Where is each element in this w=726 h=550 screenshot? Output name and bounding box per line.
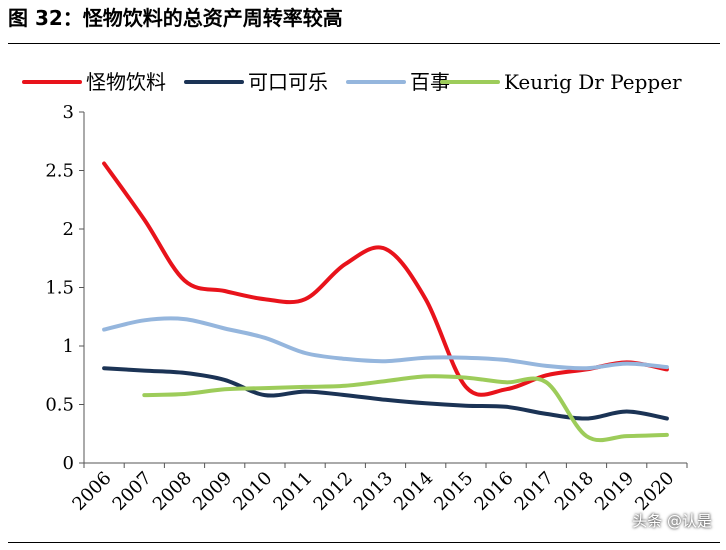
- bottom-divider: [8, 542, 720, 543]
- legend-label-4: Keurig Dr Pepper: [504, 70, 682, 94]
- x-tick-label: 2010: [229, 468, 276, 515]
- y-tick-label: 2.5: [45, 161, 74, 182]
- x-axis: 2006200720082009201020112012201320142015…: [68, 462, 688, 515]
- x-tick-label: 2019: [591, 468, 638, 515]
- x-tick-label: 2014: [390, 468, 437, 515]
- legend-label-2: 可口可乐: [248, 70, 328, 94]
- title-divider: [8, 43, 720, 44]
- x-tick-label: 2015: [430, 468, 477, 515]
- figure-title: 图 32：怪物饮料的总资产周转率较高: [8, 6, 343, 30]
- y-tick-label: 3: [63, 102, 74, 123]
- y-tick-label: 0.5: [45, 395, 74, 416]
- x-tick-label: 2020: [631, 468, 678, 515]
- x-tick-label: 2013: [350, 468, 397, 515]
- series-line-3: [102, 316, 669, 371]
- x-tick-label: 2011: [269, 468, 316, 515]
- y-tick-label: 0: [63, 453, 74, 474]
- x-tick-label: 2018: [551, 468, 598, 515]
- y-axis: 0 0.5 1 1.5 2 2.5 3: [45, 102, 85, 474]
- watermark: 头条 @认是: [632, 512, 712, 530]
- series-line-4: [142, 374, 669, 443]
- x-tick-label: 2006: [68, 468, 115, 515]
- legend-label-1: 怪物饮料: [86, 70, 166, 94]
- legend: 怪物饮料 可口可乐 百事 Keurig Dr Pepper: [22, 70, 682, 94]
- x-tick-label: 2012: [310, 468, 357, 515]
- y-tick-label: 2: [63, 219, 74, 240]
- y-tick-label: 1: [63, 336, 74, 357]
- series-lines: [102, 161, 669, 443]
- x-tick-label: 2017: [511, 468, 558, 515]
- x-tick-label: 2008: [149, 468, 196, 515]
- series-line-2: [102, 366, 669, 421]
- x-tick-label: 2016: [470, 468, 517, 515]
- x-tick-label: 2009: [189, 468, 236, 515]
- series-line-1: [102, 161, 669, 397]
- y-tick-label: 1.5: [45, 278, 74, 299]
- x-tick-label: 2007: [109, 468, 156, 515]
